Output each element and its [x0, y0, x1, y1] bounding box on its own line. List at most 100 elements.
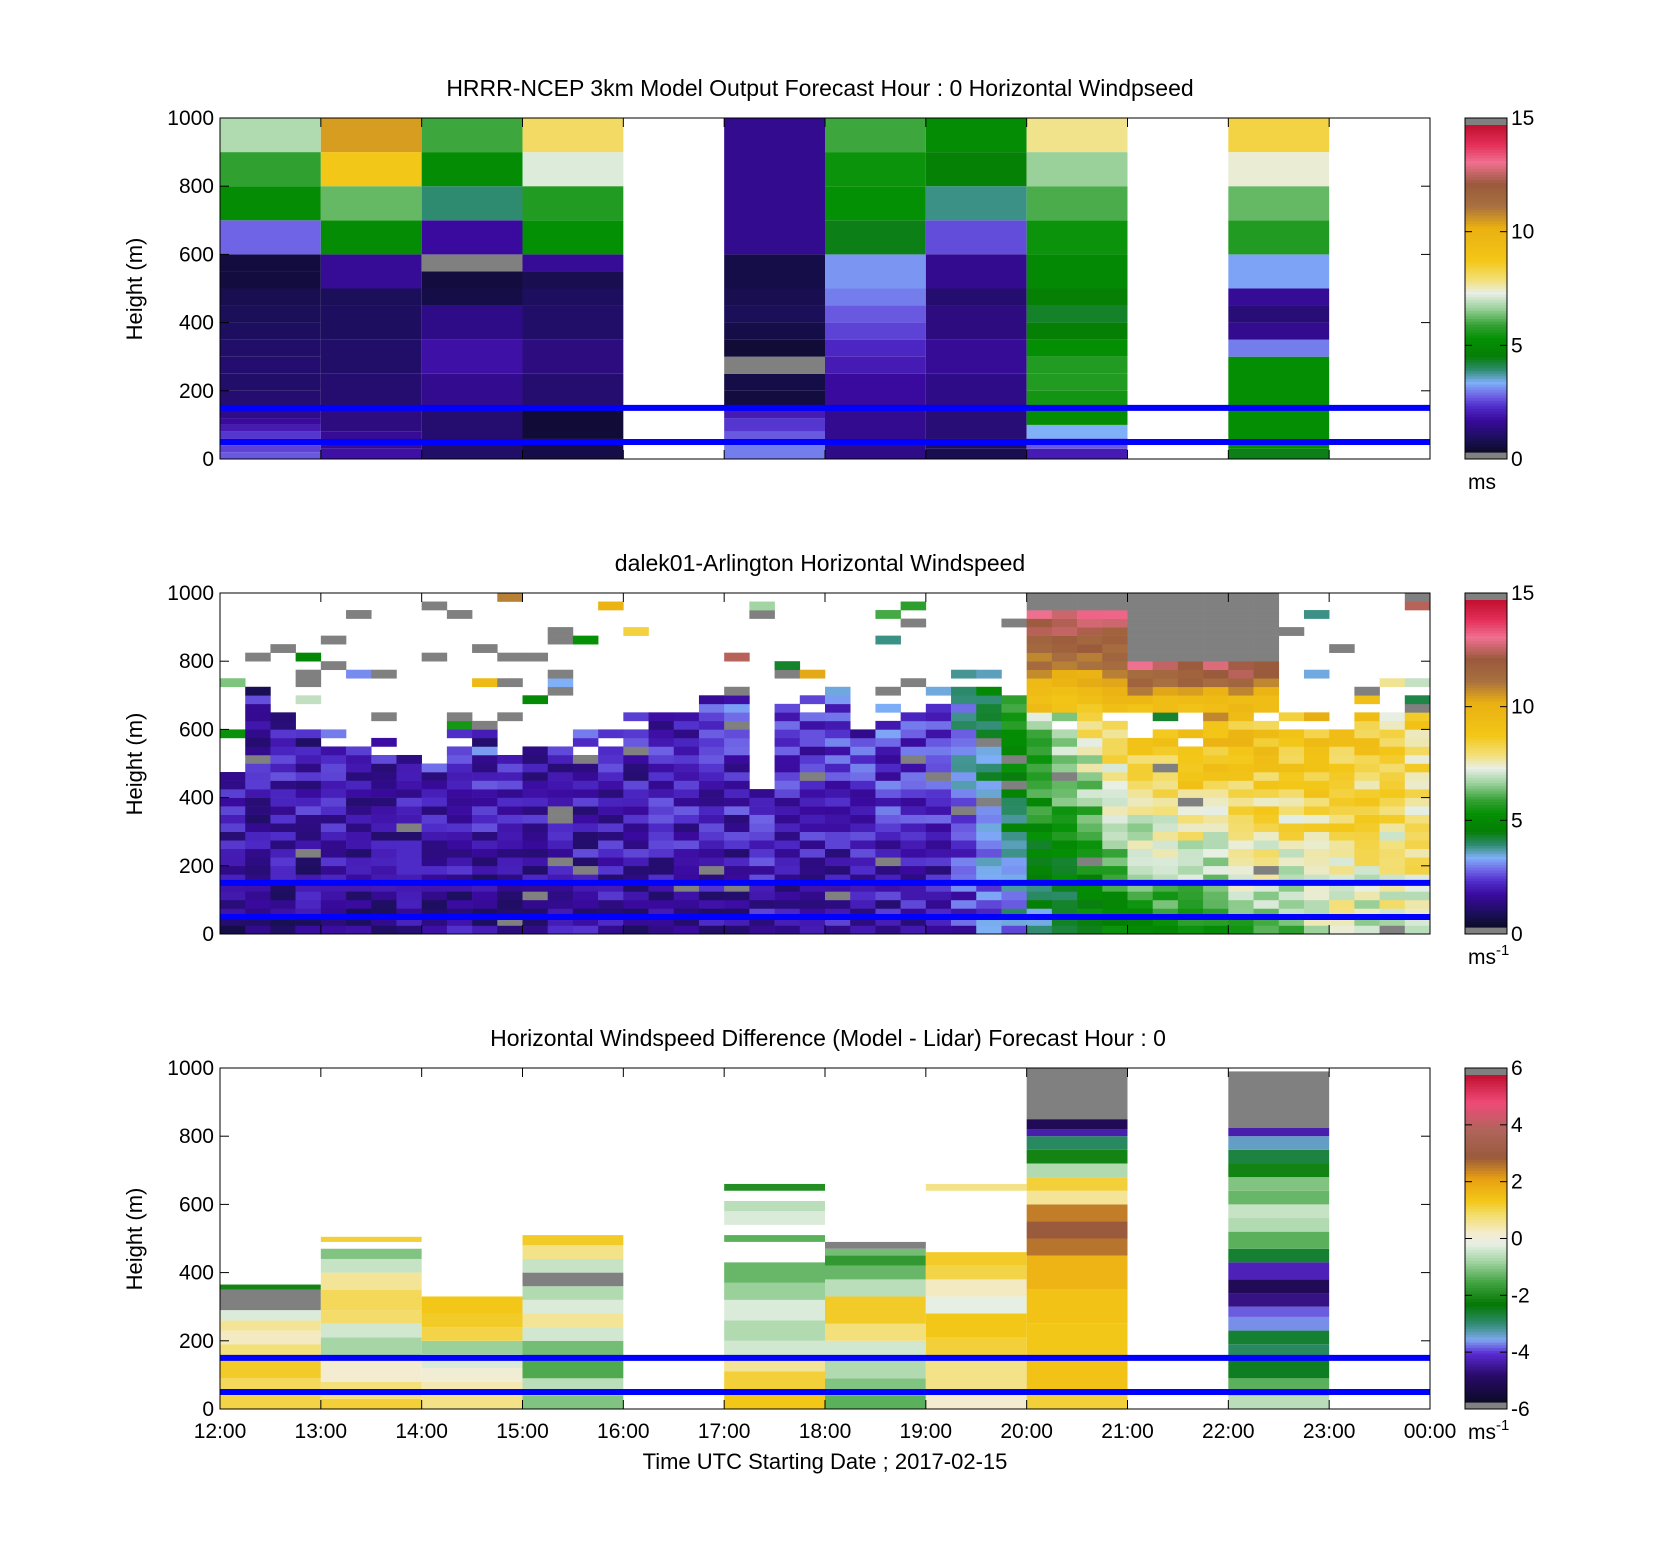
heatmap-cell: [1329, 789, 1355, 798]
heatmap-cell: [1379, 823, 1406, 832]
heatmap-cell: [1077, 627, 1103, 636]
heatmap-cell: [925, 857, 952, 867]
panel-lidar-cells: [220, 593, 1431, 935]
colorbar-band: [1465, 313, 1507, 317]
heatmap-cell: [1026, 857, 1053, 867]
heatmap-cell: [421, 288, 523, 306]
heatmap-cell: [320, 1289, 422, 1311]
heatmap-cell: [572, 806, 599, 815]
colorbar-band: [1465, 869, 1507, 874]
heatmap-cell: [1228, 780, 1254, 790]
colorbar-band: [1465, 321, 1507, 325]
heatmap-cell: [1001, 865, 1027, 875]
heatmap-cell: [1253, 754, 1280, 764]
colorbar-band: [1465, 711, 1507, 716]
colorbar-band: [1465, 1181, 1507, 1185]
colorbar-band: [1465, 1088, 1507, 1092]
heatmap-cell: [623, 891, 649, 901]
heatmap-cell: [1152, 661, 1179, 671]
heatmap-cell: [1329, 916, 1355, 926]
colorbar-band: [1465, 198, 1507, 202]
heatmap-cell: [1001, 712, 1027, 722]
colorbar-band: [1465, 1366, 1507, 1370]
heatmap-cell: [522, 1235, 624, 1246]
colorbar-band: [1465, 343, 1507, 347]
heatmap-cell: [598, 763, 624, 773]
heatmap-cell: [572, 925, 599, 935]
heatmap-cell: [270, 737, 296, 747]
heatmap-cell: [220, 865, 246, 875]
colorbar-band: [1465, 1268, 1507, 1272]
heatmap-cell: [446, 908, 473, 918]
heatmap-cell: [1077, 695, 1103, 705]
heatmap-cell: [1228, 1395, 1330, 1409]
heatmap-cell: [900, 618, 927, 628]
colorbar-band: [1465, 905, 1507, 909]
colorbar-band: [1465, 910, 1507, 914]
heatmap-cell: [1253, 874, 1280, 884]
heatmap-cell: [245, 703, 271, 713]
heatmap-cell: [598, 891, 624, 901]
heatmap-cell: [1127, 882, 1154, 892]
heatmap-cell: [1329, 857, 1355, 867]
heatmap-cell: [1001, 814, 1027, 824]
heatmap-cell: [446, 754, 473, 764]
heatmap-cell: [522, 1340, 624, 1358]
heatmap-cell: [1329, 882, 1355, 892]
heatmap-cell: [774, 814, 801, 824]
colorbar-band: [1465, 427, 1507, 431]
heatmap-cell: [1253, 848, 1280, 858]
heatmap-cell: [976, 780, 1002, 790]
colorbar-band: [1465, 1243, 1507, 1248]
heatmap-cell: [598, 865, 624, 875]
heatmap-cell: [1001, 703, 1027, 713]
heatmap-cell: [1026, 908, 1053, 918]
heatmap-cell: [1253, 789, 1280, 798]
heatmap-cell: [1001, 874, 1027, 884]
heatmap-cell: [320, 254, 422, 289]
y-tick-label: 400: [179, 787, 214, 810]
colorbar-band: [1465, 1301, 1507, 1305]
colorbar-band: [1465, 1382, 1507, 1387]
heatmap-cell: [522, 865, 549, 875]
heatmap-cell: [295, 882, 322, 892]
heatmap-cell: [1253, 925, 1280, 935]
heatmap-cell: [1228, 288, 1330, 306]
heatmap-cell: [572, 823, 599, 832]
heatmap-cell: [1404, 703, 1431, 713]
heatmap-cell: [1152, 814, 1179, 824]
colorbar-band: [1465, 1363, 1507, 1368]
heatmap-cell: [320, 305, 422, 340]
heatmap-cell: [1228, 356, 1330, 408]
heatmap-cell: [925, 772, 952, 781]
heatmap-cell: [1203, 678, 1229, 688]
heatmap-cell: [976, 882, 1002, 892]
heatmap-cell: [1102, 925, 1128, 935]
heatmap-cell: [850, 772, 876, 781]
heatmap-cell: [900, 916, 927, 926]
colorbar-band: [1465, 747, 1507, 751]
colorbar-band: [1465, 1094, 1507, 1098]
colorbar-band: [1465, 125, 1507, 129]
heatmap-cell: [320, 916, 347, 926]
heatmap-cell: [1354, 908, 1380, 918]
x-tick-label: 16:00: [597, 1420, 650, 1443]
heatmap-cell: [951, 772, 977, 781]
heatmap-cell: [900, 925, 927, 935]
heatmap-cell: [1203, 814, 1229, 824]
heatmap-cell: [1152, 601, 1179, 611]
heatmap-cell: [1001, 729, 1027, 739]
heatmap-cell: [774, 874, 801, 884]
colorbar-band: [1465, 1374, 1507, 1379]
heatmap-cell: [623, 925, 649, 935]
colorbar-band: [1465, 1352, 1507, 1357]
heatmap-cell: [1152, 703, 1179, 713]
heatmap-cell: [371, 848, 397, 858]
colorbar-band: [1465, 902, 1507, 906]
heatmap-cell: [1152, 686, 1179, 696]
heatmap-cell: [1253, 720, 1280, 730]
heatmap-cell: [774, 806, 801, 815]
heatmap-cell: [1152, 746, 1179, 756]
heatmap-cell: [1077, 891, 1103, 901]
y-tick-label: 600: [179, 243, 214, 266]
